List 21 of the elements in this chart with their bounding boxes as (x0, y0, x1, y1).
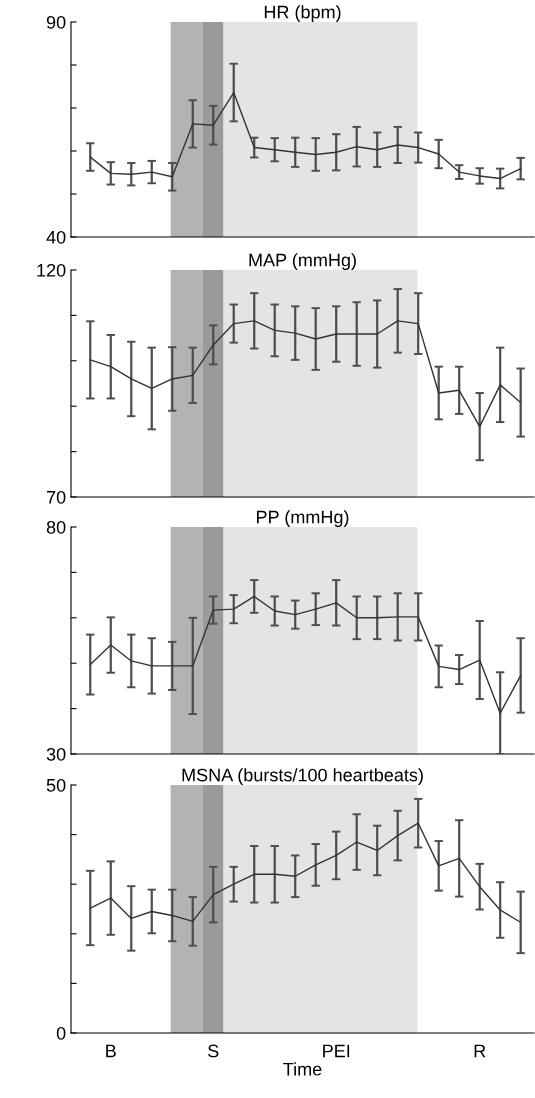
x-tick-label: S (208, 1044, 219, 1058)
line-series (89, 822, 522, 924)
x-tick-label: R (474, 1044, 486, 1058)
x-tick-label: PEI (323, 1044, 350, 1058)
y-tick-label: 40 (46, 230, 66, 244)
line-series (89, 320, 522, 428)
y-tick-label: 30 (46, 747, 66, 761)
chart-title: MSNA (bursts/100 heartbeats) (182, 768, 423, 785)
y-tick-label: 80 (46, 520, 66, 534)
line-series (89, 595, 522, 714)
y-tick-label: 50 (46, 778, 66, 792)
x-tick-label: B (106, 1044, 116, 1058)
y-tick-label: 0 (56, 1026, 66, 1040)
chart-title: HR (bpm) (264, 5, 341, 22)
y-tick-label: 90 (46, 15, 66, 29)
chart-title: MAP (mmHg) (249, 253, 356, 270)
chart-title: PP (mmHg) (257, 510, 349, 527)
y-tick-label: 70 (46, 490, 66, 504)
x-axis-title: Time (283, 1062, 322, 1076)
y-tick-label: 120 (37, 263, 66, 277)
line-series (89, 91, 522, 180)
